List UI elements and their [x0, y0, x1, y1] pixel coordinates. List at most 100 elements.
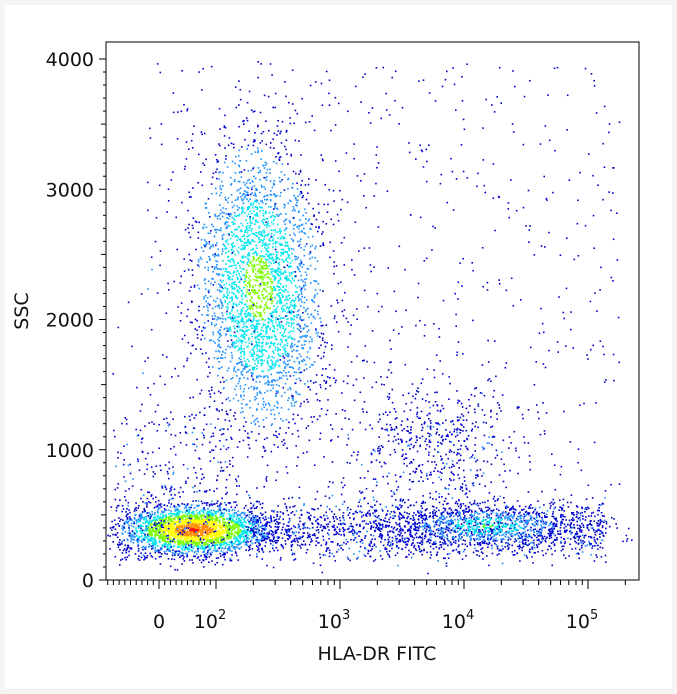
- data-point: [545, 523, 547, 526]
- data-point: [278, 518, 280, 520]
- data-point: [529, 548, 531, 551]
- data-point: [246, 530, 248, 532]
- data-point: [229, 519, 231, 521]
- data-point: [250, 517, 253, 520]
- data-point: [419, 513, 422, 516]
- data-point: [173, 526, 175, 529]
- data-point: [597, 513, 599, 516]
- data-point: [393, 510, 395, 513]
- data-point: [189, 525, 192, 528]
- data-point: [249, 548, 251, 550]
- data-point: [498, 515, 501, 518]
- data-point: [343, 522, 345, 525]
- data-point: [231, 529, 234, 531]
- data-point: [191, 515, 194, 518]
- data-point: [373, 544, 376, 546]
- data-point: [534, 507, 537, 510]
- data-point: [196, 557, 199, 559]
- data-point: [435, 510, 438, 513]
- data-point: [281, 395, 283, 397]
- data-point: [311, 534, 314, 536]
- data-point: [198, 546, 200, 548]
- data-point: [528, 534, 531, 536]
- data-point: [135, 520, 138, 523]
- data-point: [308, 533, 311, 536]
- data-point: [200, 522, 203, 525]
- data-point: [184, 516, 186, 518]
- data-point: [214, 518, 216, 520]
- data-point: [163, 542, 166, 545]
- data-point: [130, 525, 133, 527]
- data-point: [294, 558, 297, 560]
- data-point: [500, 519, 502, 521]
- data-point: [186, 513, 189, 516]
- data-point: [487, 521, 489, 523]
- data-point: [502, 525, 504, 527]
- data-point: [225, 522, 227, 524]
- data-point: [214, 525, 217, 528]
- data-point: [552, 511, 555, 513]
- data-point: [247, 537, 249, 540]
- data-point: [468, 506, 470, 509]
- data-point: [494, 542, 496, 545]
- data-point: [339, 530, 341, 532]
- data-point: [184, 533, 187, 536]
- data-point: [442, 507, 445, 510]
- data-point: [358, 535, 360, 537]
- data-point: [191, 518, 194, 520]
- data-point: [189, 540, 191, 543]
- data-point: [225, 541, 227, 544]
- data-point: [417, 529, 420, 532]
- data-point: [245, 535, 247, 537]
- data-point: [249, 511, 252, 513]
- data-point: [191, 541, 194, 543]
- data-point: [366, 530, 368, 533]
- data-point: [262, 536, 264, 538]
- data-point: [411, 536, 414, 538]
- data-point: [177, 509, 180, 511]
- data-point: [265, 518, 267, 520]
- data-point: [183, 514, 186, 517]
- data-point: [537, 524, 539, 526]
- data-point: [179, 546, 181, 548]
- data-point: [491, 523, 494, 526]
- data-point: [579, 535, 582, 538]
- data-point: [579, 529, 581, 532]
- data-point: [114, 534, 117, 536]
- data-point: [257, 539, 259, 541]
- data-point: [600, 530, 603, 533]
- data-point: [511, 535, 514, 538]
- data-point: [541, 538, 543, 540]
- data-point: [478, 522, 480, 525]
- data-point: [338, 508, 341, 511]
- data-point: [156, 512, 159, 514]
- data-point: [202, 544, 204, 546]
- data-point: [259, 512, 262, 515]
- data-point: [297, 537, 300, 539]
- data-point: [410, 551, 412, 554]
- data-point: [290, 527, 293, 530]
- data-point: [239, 521, 242, 523]
- data-point: [581, 544, 583, 547]
- data-point: [441, 537, 443, 540]
- data-point: [188, 515, 191, 518]
- data-point: [384, 538, 386, 541]
- data-point: [482, 539, 485, 541]
- data-point: [596, 524, 599, 527]
- data-point: [196, 528, 199, 531]
- data-point: [537, 531, 540, 534]
- data-point: [470, 521, 473, 524]
- data-point: [164, 525, 167, 528]
- data-point: [597, 520, 600, 522]
- data-point: [164, 543, 166, 546]
- data-point: [286, 532, 288, 534]
- data-point: [155, 534, 157, 536]
- data-point: [252, 503, 255, 506]
- data-point: [162, 515, 164, 518]
- data-point: [138, 536, 141, 538]
- data-point: [172, 539, 174, 541]
- data-point: [182, 552, 185, 555]
- data-point: [468, 523, 471, 525]
- data-point: [179, 540, 182, 542]
